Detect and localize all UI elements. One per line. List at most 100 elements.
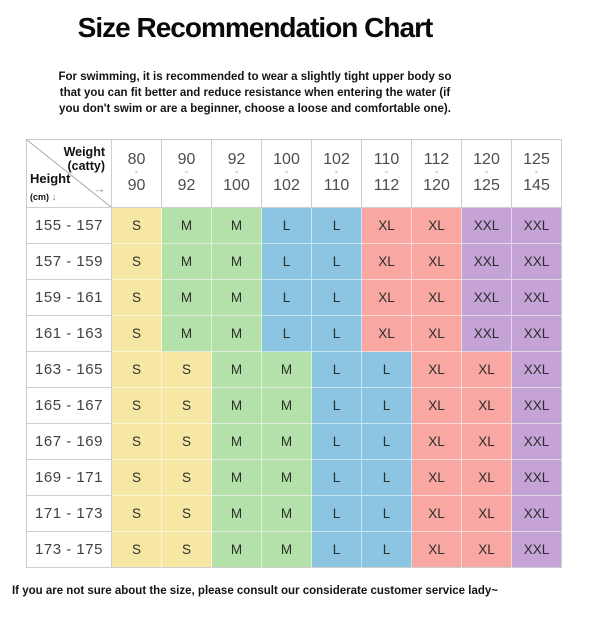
height-axis-label: Height [30,170,71,186]
size-cell: L [362,423,412,460]
weight-col-header: 110-112 [362,139,412,208]
table-row: 157 - 159 S M M L L XL XL XXL XXL [27,243,562,280]
size-cell: XL [462,351,512,388]
size-cell: XL [412,207,462,244]
size-cell: XL [362,207,412,244]
size-cell: M [212,387,262,424]
size-cell: XL [462,459,512,496]
table-row: 171 - 173 S S M M L L XL XL XXL [27,495,562,532]
size-cell: XL [412,459,462,496]
size-cell: L [262,279,312,316]
size-cell: XXL [512,459,562,496]
height-row-label: 163 - 165 [27,351,112,388]
height-row-label: 171 - 173 [27,495,112,532]
weight-col-header: 120-125 [462,139,512,208]
diagonal-divider [27,139,111,207]
size-cell: M [262,459,312,496]
size-cell: M [262,423,312,460]
height-row-label: 157 - 159 [27,243,112,280]
size-cell: XXL [512,279,562,316]
size-cell: XXL [512,531,562,568]
weight-col-header: 92-100 [212,139,262,208]
weight-axis-label: Weight [63,144,105,159]
size-cell: L [312,351,362,388]
size-cell: S [112,531,162,568]
weight-axis-unit: (catty) [67,158,105,173]
size-cell: S [112,243,162,280]
size-cell: XL [462,387,512,424]
right-arrow-icon: → [93,180,106,196]
size-cell: XL [412,495,462,532]
down-arrow-icon: ↓ [51,191,57,203]
size-cell: S [112,459,162,496]
size-cell: M [262,531,312,568]
size-cell: XXL [462,207,512,244]
height-row-label: 159 - 161 [27,279,112,316]
subtitle-line: For swimming, it is recommended to wear … [58,71,452,83]
size-cell: L [312,495,362,532]
table-row: 165 - 167 S S M M L L XL XL XXL [27,387,562,424]
size-cell: XL [412,351,462,388]
height-axis-unit: (cm) ↓ [30,191,57,203]
size-cell: M [262,351,312,388]
size-cell: XL [412,279,462,316]
size-cell: XXL [462,243,512,280]
size-cell: XXL [462,315,512,352]
height-row-label: 169 - 171 [27,459,112,496]
size-cell: L [362,495,412,532]
size-cell: L [312,423,362,460]
size-cell: S [162,531,212,568]
size-cell: S [162,387,212,424]
height-row-label: 155 - 157 [27,207,112,244]
size-cell: S [112,315,162,352]
size-cell: XL [412,387,462,424]
subtitle-line: you don't swim or are a beginner, choose… [59,102,451,115]
size-cell: M [212,315,262,352]
size-cell: M [212,243,262,280]
size-cell: M [162,315,212,352]
size-cell: M [212,351,262,388]
height-row-label: 173 - 175 [27,531,112,568]
size-cell: L [312,207,362,244]
size-cell: M [212,279,262,316]
size-chart-page: Size Recommendation Chart For swimming, … [0,12,612,641]
size-cell: L [362,531,412,568]
size-cell: S [112,387,162,424]
height-row-label: 161 - 163 [27,315,112,352]
size-cell: L [312,243,362,280]
weight-col-header: 80-90 [112,139,162,208]
table-header-row: Weight (catty) → Height (cm) ↓ 80-90 90-9… [27,139,562,208]
size-cell: XXL [512,315,562,352]
table-row: 167 - 169 S S M M L L XL XL XXL [27,423,562,460]
size-cell: XXL [512,387,562,424]
size-cell: XL [412,531,462,568]
page-title: Size Recommendation Chart [77,12,434,43]
size-cell: XL [362,279,412,316]
size-table: Weight (catty) → Height (cm) ↓ 80-90 90-9… [26,138,562,568]
weight-col-header: 125-145 [512,139,562,208]
size-cell: S [112,351,162,388]
size-cell: S [112,279,162,316]
size-table-body: 155 - 157 S M M L L XL XL XXL XXL 157 - 159 S M M L L XL… [27,207,562,568]
subtitle-line: that you can fit better and reduce resis… [59,86,451,99]
size-cell: XXL [462,279,512,316]
size-cell: XL [462,531,512,568]
table-row: 159 - 161 S M M L L XL XL XXL XXL [27,279,562,316]
size-cell: XXL [512,351,562,388]
size-cell: S [162,423,212,460]
weight-col-header: 112-120 [412,139,462,208]
size-cell: L [262,243,312,280]
size-cell: XXL [512,495,562,532]
table-row: 169 - 171 S S M M L L XL XL XXL [27,459,562,496]
size-cell: XL [462,423,512,460]
size-cell: XL [462,495,512,532]
size-cell: M [262,387,312,424]
weight-col-header: 100-102 [262,139,312,208]
table-row: 163 - 165 S S M M L L XL XL XXL [27,351,562,388]
size-cell: S [162,459,212,496]
size-cell: M [212,207,262,244]
size-cell: XL [362,243,412,280]
size-cell: L [262,207,312,244]
table-row: 161 - 163 S M M L L XL XL XXL XXL [27,315,562,352]
size-cell: M [162,207,212,244]
